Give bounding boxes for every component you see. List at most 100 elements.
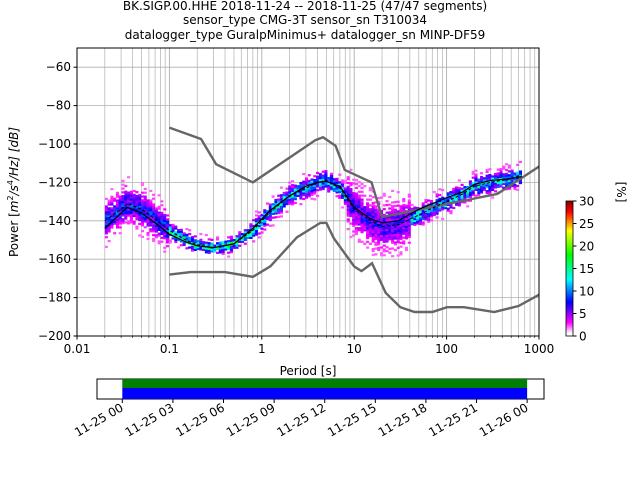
density-cell (146, 201, 150, 204)
density-cell (135, 196, 139, 200)
density-cell (449, 206, 453, 209)
density-cell (374, 209, 378, 212)
density-cell (177, 238, 181, 241)
density-cell (410, 223, 414, 226)
density-cell (174, 240, 178, 244)
density-cell (285, 187, 289, 190)
density-cell (396, 225, 400, 228)
density-cell (457, 188, 461, 192)
density-cell (149, 230, 153, 233)
density-cell (254, 231, 258, 234)
density-cell (374, 237, 378, 241)
density-cell (252, 224, 256, 228)
density-cell (199, 248, 203, 251)
density-cell (391, 247, 395, 250)
density-cell (388, 226, 392, 229)
density-cell (338, 194, 342, 197)
density-cell (480, 185, 484, 188)
density-cell (471, 170, 475, 174)
density-cell (399, 207, 403, 210)
density-cell (104, 207, 108, 210)
density-cell (396, 237, 400, 240)
density-cell (402, 236, 406, 239)
density-cell (468, 180, 472, 183)
density-cell (388, 211, 392, 214)
density-cell (382, 236, 386, 240)
density-cell (371, 217, 375, 220)
density-cell (204, 251, 208, 254)
density-cell (366, 219, 370, 222)
y-tick-label: −200 (38, 329, 71, 343)
density-cell (396, 217, 400, 221)
density-cell (396, 233, 400, 236)
density-cell (118, 232, 122, 235)
density-cell (352, 178, 356, 181)
density-cell (441, 208, 445, 211)
density-cell (104, 209, 108, 212)
density-cell (110, 224, 114, 227)
density-cell (499, 175, 503, 178)
density-cell (468, 193, 472, 197)
density-cell (152, 210, 156, 214)
colorbar-tick-label: 0 (579, 330, 587, 344)
density-cell (143, 187, 147, 191)
density-cell (491, 196, 495, 199)
density-cell (354, 182, 359, 186)
density-cell (182, 243, 186, 247)
density-cell (296, 192, 300, 196)
density-cell (466, 189, 470, 193)
density-cell (480, 175, 484, 179)
density-cell (471, 188, 475, 191)
density-cell (424, 198, 428, 202)
density-cell (438, 201, 442, 204)
density-cell (285, 191, 289, 194)
density-cell (402, 225, 406, 228)
density-cell (368, 227, 372, 230)
density-cell (385, 232, 389, 235)
density-cell (427, 220, 431, 223)
density-cell (363, 225, 367, 228)
density-cell (499, 171, 503, 175)
density-cell (121, 179, 125, 182)
density-cell (171, 233, 175, 236)
density-cell (146, 237, 150, 240)
density-cell (457, 194, 461, 197)
density-cell (382, 229, 386, 232)
density-cell (291, 187, 295, 191)
density-cell (366, 236, 370, 240)
density-cell (360, 190, 364, 193)
density-cell (143, 226, 147, 229)
density-cell (457, 196, 461, 199)
density-cell (138, 199, 142, 203)
density-cell (480, 191, 484, 194)
density-cell (460, 195, 464, 198)
density-cell (399, 226, 403, 229)
density-cell (393, 235, 397, 238)
density-cell (474, 181, 478, 184)
density-cell (185, 239, 189, 242)
density-cell (302, 172, 306, 176)
density-cell (285, 201, 289, 204)
density-cell (407, 218, 411, 221)
density-cell (493, 180, 497, 183)
density-cell (313, 178, 317, 182)
density-cell (357, 217, 361, 220)
density-cell (368, 225, 372, 228)
density-cell (177, 236, 181, 239)
density-cell (505, 180, 509, 183)
density-cell (360, 200, 364, 203)
density-cell (285, 199, 289, 202)
density-cell (399, 245, 403, 248)
density-cell (107, 218, 111, 222)
density-cell (393, 208, 397, 211)
density-cell (157, 226, 161, 230)
density-cell (446, 209, 450, 212)
density-cell (263, 220, 267, 223)
plot-frame (76, 47, 540, 337)
density-cell (307, 181, 311, 184)
density-cell (174, 236, 178, 240)
density-cell (379, 254, 384, 257)
density-cell (391, 209, 395, 212)
density-cell (310, 189, 314, 193)
density-cell (427, 212, 431, 216)
